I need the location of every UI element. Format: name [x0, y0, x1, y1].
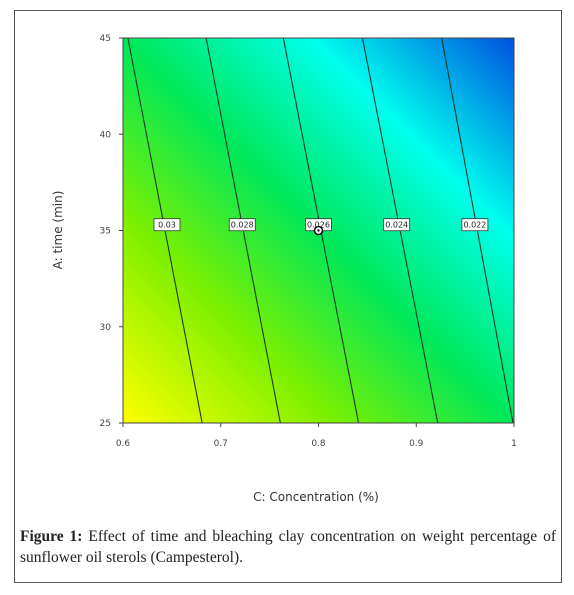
- contour-label: 0.022: [463, 221, 486, 230]
- caption-text: Effect of time and bleaching clay concen…: [20, 528, 556, 566]
- y-tick-label: 40: [100, 130, 112, 140]
- design-point-center: [317, 229, 320, 232]
- x-tick-label: 0.9: [409, 439, 424, 449]
- y-axis-title: A: time (min): [51, 191, 65, 270]
- figure-caption: Figure 1: Effect of time and bleaching c…: [20, 526, 556, 568]
- x-tick-label: 1: [511, 439, 517, 449]
- caption-prefix: Figure 1:: [20, 528, 83, 545]
- contour-label-box: [153, 218, 181, 232]
- design-point-marker: [313, 225, 324, 236]
- x-tick-label: 0.8: [311, 439, 326, 449]
- contour-label-box: [461, 218, 489, 232]
- y-tick-label: 45: [100, 34, 111, 44]
- y-tick-label: 25: [100, 419, 111, 429]
- contour-label: 0.024: [385, 221, 408, 230]
- contour-label: 0.028: [231, 221, 254, 230]
- x-axis-title: C: Concentration (%): [253, 490, 379, 504]
- x-tick-label: 0.7: [214, 439, 228, 449]
- contour-labels: 0.03 0.028 0.026 0.024 0.022: [153, 218, 489, 232]
- y-axis: 25 30 35 40 45: [100, 34, 123, 429]
- contour-label: 0.026: [307, 221, 330, 230]
- y-tick-label: 35: [100, 227, 111, 237]
- contour-label-box: [228, 218, 256, 232]
- contour-label: 0.03: [158, 221, 176, 230]
- y-tick-label: 30: [100, 323, 112, 333]
- x-axis: 0.6 0.7 0.8 0.9 1: [116, 423, 517, 449]
- contour-label-box: [383, 218, 411, 232]
- x-tick-label: 0.6: [116, 439, 131, 449]
